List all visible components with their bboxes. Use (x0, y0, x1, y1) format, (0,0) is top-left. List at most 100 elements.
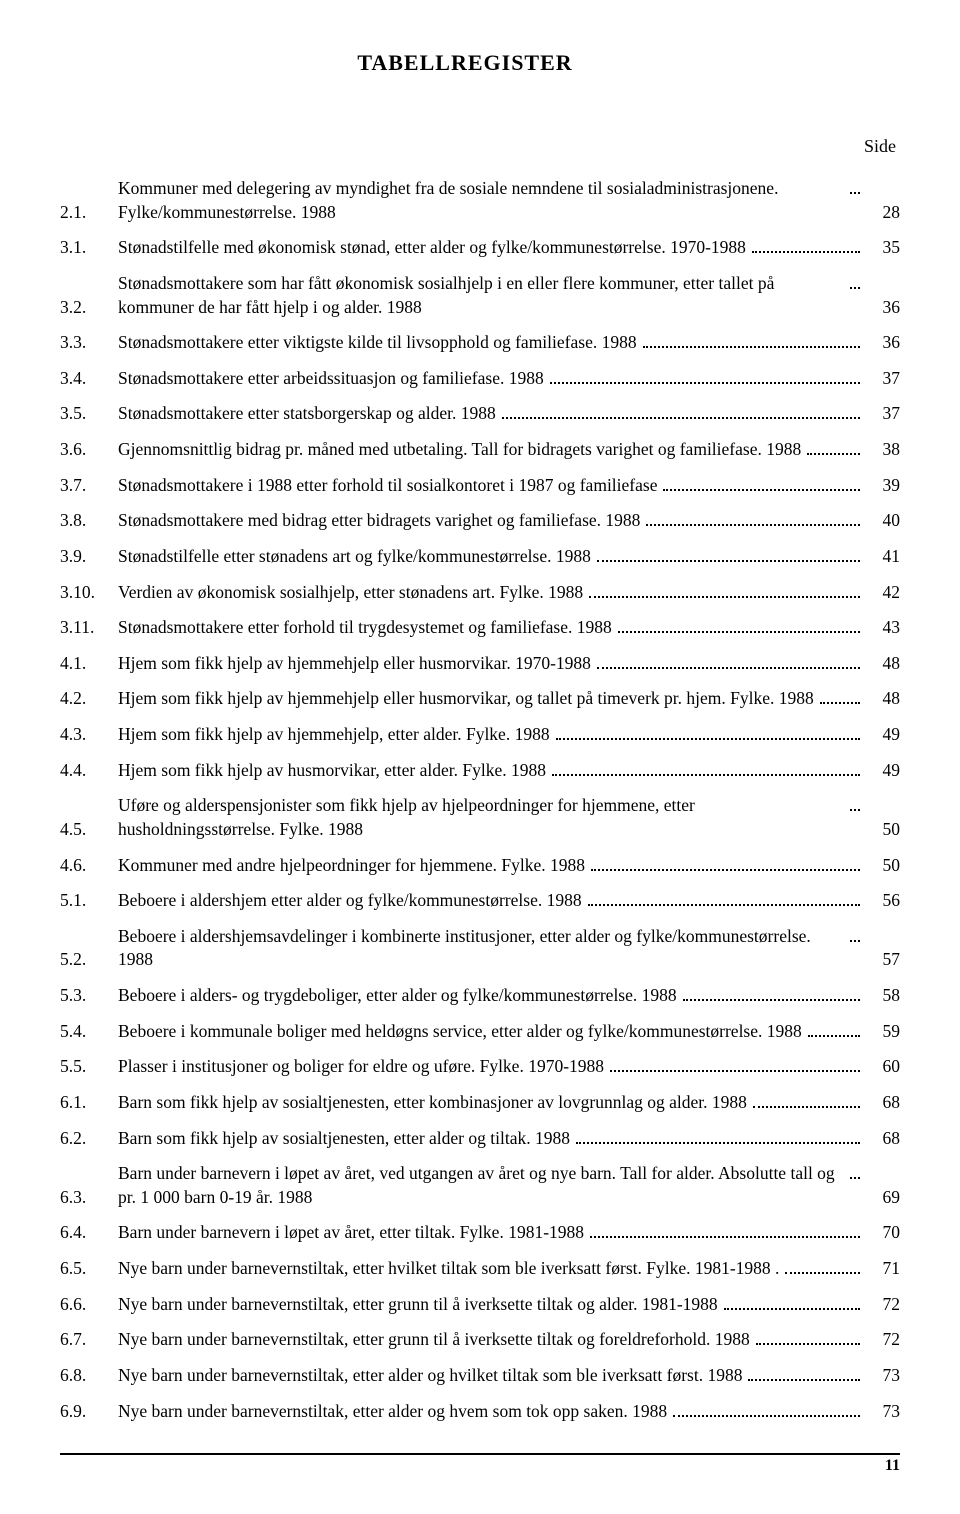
toc-entry-page: 40 (864, 509, 900, 533)
toc-row: 3.3.Stønadsmottakere etter viktigste kil… (60, 331, 900, 355)
toc-entry-page: 49 (864, 759, 900, 783)
toc-entry-page: 37 (864, 367, 900, 391)
toc-row: 5.5.Plasser i institusjoner og boliger f… (60, 1055, 900, 1079)
toc-entry-title: Nye barn under barnevernstiltak, etter g… (118, 1293, 718, 1317)
toc-entry-line: Stønadsmottakere etter statsborgerskap o… (118, 402, 864, 426)
toc-entry-page: 71 (864, 1257, 900, 1281)
toc-leader-dots (552, 760, 860, 776)
toc-leader-dots (502, 403, 860, 419)
toc-entry-title: Barn under barnevern i løpet av året, et… (118, 1221, 584, 1245)
toc-row: 5.4.Beboere i kommunale boliger med held… (60, 1020, 900, 1044)
toc-entry-page: 73 (864, 1400, 900, 1424)
toc-row: 6.6.Nye barn under barnevernstiltak, ett… (60, 1293, 900, 1317)
toc-entry-number: 3.7. (60, 474, 118, 498)
document-page: TABELLREGISTER Side 2.1.Kommuner med del… (0, 0, 960, 1514)
toc-entry-text: Kommuner med delegering av myndighet fra… (118, 177, 864, 224)
toc-entry-text: Stønadstilfelle med økonomisk stønad, et… (118, 236, 864, 260)
toc-entry-line: Kommuner med delegering av myndighet fra… (118, 177, 864, 224)
toc-entry-page: 35 (864, 236, 900, 260)
toc-entry-text: Beboere i aldershjem etter alder og fylk… (118, 889, 864, 913)
toc-entry-title: Beboere i kommunale boliger med heldøgns… (118, 1020, 802, 1044)
toc-entry-title: Stønadsmottakere etter forhold til trygd… (118, 616, 612, 640)
toc-entry-title: Barn som fikk hjelp av sosialtjenesten, … (118, 1127, 570, 1151)
toc-row: 6.3.Barn under barnevern i løpet av året… (60, 1162, 900, 1209)
toc-entry-page: 41 (864, 545, 900, 569)
toc-leader-dots (820, 688, 860, 704)
toc-entry-title: Beboere i aldershjem etter alder og fylk… (118, 889, 582, 913)
toc-leader-dots (785, 1258, 860, 1274)
toc-entry-number: 6.2. (60, 1127, 118, 1151)
toc-entry-line: Hjem som fikk hjelp av hjemmehjelp, ette… (118, 723, 864, 747)
toc-entry-number: 6.1. (60, 1091, 118, 1115)
side-column-header: Side (60, 136, 900, 157)
toc-entry-line: Nye barn under barnevernstiltak, etter g… (118, 1328, 864, 1352)
toc-entry-line: Stønadsmottakere etter arbeidssituasjon … (118, 367, 864, 391)
toc-entry-number: 3.10. (60, 581, 118, 605)
toc-entry-text: Barn under barnevern i løpet av året, ve… (118, 1162, 864, 1209)
toc-entry-title: Stønadsmottakere etter arbeidssituasjon … (118, 367, 544, 391)
toc-entry-text: Stønadstilfelle etter stønadens art og f… (118, 545, 864, 569)
toc-entry-text: Barn under barnevern i løpet av året, et… (118, 1221, 864, 1245)
toc-entry-line: Nye barn under barnevernstiltak, etter a… (118, 1364, 864, 1388)
toc-entry-text: Stønadsmottakere etter viktigste kilde t… (118, 331, 864, 355)
toc-entry-number: 5.1. (60, 889, 118, 913)
toc-entry-page: 50 (864, 854, 900, 878)
toc-row: 5.1.Beboere i aldershjem etter alder og … (60, 889, 900, 913)
toc-leader-dots (589, 582, 860, 598)
toc-entry-page: 59 (864, 1020, 900, 1044)
toc-entry-number: 4.4. (60, 759, 118, 783)
toc-entry-number: 6.8. (60, 1364, 118, 1388)
toc-row: 4.1.Hjem som fikk hjelp av hjemmehjelp e… (60, 652, 900, 676)
toc-leader-dots (618, 617, 860, 633)
toc-entry-line: Nye barn under barnevernstiltak, etter h… (118, 1257, 864, 1281)
toc-entry-title: Nye barn under barnevernstiltak, etter h… (118, 1257, 779, 1281)
toc-entry-text: Beboere i alders- og trygdeboliger, ette… (118, 984, 864, 1008)
toc-row: 3.7.Stønadsmottakere i 1988 etter forhol… (60, 474, 900, 498)
toc-leader-dots (683, 985, 860, 1001)
toc-entry-line: Beboere i kommunale boliger med heldøgns… (118, 1020, 864, 1044)
toc-entry-line: Nye barn under barnevernstiltak, etter g… (118, 1293, 864, 1317)
toc-entry-number: 4.1. (60, 652, 118, 676)
toc-entry-line: Beboere i aldershjemsavdelinger i kombin… (118, 925, 864, 972)
table-of-contents: 2.1.Kommuner med delegering av myndighet… (60, 177, 900, 1423)
page-number: 11 (60, 1457, 900, 1475)
toc-entry-line: Uføre og alderspensjonister som fikk hje… (118, 794, 864, 841)
toc-leader-dots (850, 926, 860, 942)
toc-entry-page: 48 (864, 687, 900, 711)
toc-entry-text: Barn som fikk hjelp av sosialtjenesten, … (118, 1127, 864, 1151)
toc-entry-number: 6.6. (60, 1293, 118, 1317)
toc-entry-number: 6.5. (60, 1257, 118, 1281)
toc-leader-dots (597, 653, 860, 669)
toc-row: 4.4.Hjem som fikk hjelp av husmorvikar, … (60, 759, 900, 783)
toc-leader-dots (850, 795, 860, 811)
toc-entry-page: 73 (864, 1364, 900, 1388)
toc-entry-line: Barn som fikk hjelp av sosialtjenesten, … (118, 1091, 864, 1115)
toc-entry-line: Barn som fikk hjelp av sosialtjenesten, … (118, 1127, 864, 1151)
toc-entry-text: Gjennomsnittlig bidrag pr. måned med utb… (118, 438, 864, 462)
toc-entry-text: Stønadsmottakere etter arbeidssituasjon … (118, 367, 864, 391)
footer-rule (60, 1453, 900, 1455)
toc-entry-number: 4.5. (60, 818, 118, 842)
toc-row: 6.5.Nye barn under barnevernstiltak, ett… (60, 1257, 900, 1281)
toc-entry-number: 4.3. (60, 723, 118, 747)
toc-entry-title: Hjem som fikk hjelp av hjemmehjelp eller… (118, 687, 814, 711)
toc-entry-page: 38 (864, 438, 900, 462)
toc-leader-dots (591, 855, 860, 871)
toc-row: 6.4.Barn under barnevern i løpet av året… (60, 1221, 900, 1245)
toc-entry-number: 3.2. (60, 296, 118, 320)
toc-entry-page: 56 (864, 889, 900, 913)
toc-entry-page: 57 (864, 948, 900, 972)
toc-row: 6.1.Barn som fikk hjelp av sosialtjenest… (60, 1091, 900, 1115)
toc-row: 4.6.Kommuner med andre hjelpeordninger f… (60, 854, 900, 878)
toc-row: 3.9.Stønadstilfelle etter stønadens art … (60, 545, 900, 569)
toc-leader-dots (663, 475, 860, 491)
toc-row: 3.11.Stønadsmottakere etter forhold til … (60, 616, 900, 640)
toc-entry-page: 68 (864, 1091, 900, 1115)
toc-entry-title: Stønadsmottakere med bidrag etter bidrag… (118, 509, 640, 533)
toc-entry-line: Hjem som fikk hjelp av husmorvikar, ette… (118, 759, 864, 783)
toc-entry-number: 5.5. (60, 1055, 118, 1079)
toc-entry-page: 70 (864, 1221, 900, 1245)
toc-entry-text: Nye barn under barnevernstiltak, etter a… (118, 1364, 864, 1388)
toc-entry-page: 42 (864, 581, 900, 605)
toc-entry-page: 72 (864, 1328, 900, 1352)
